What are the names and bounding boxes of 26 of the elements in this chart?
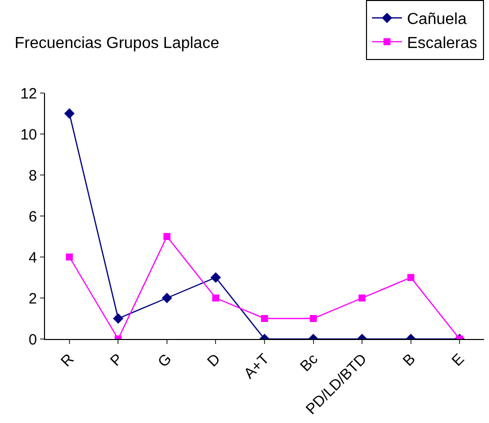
y-tick-label: 0: [28, 331, 37, 348]
legend-label: Cañuela: [407, 11, 467, 28]
y-tick-label: 6: [28, 208, 37, 226]
point: [162, 292, 172, 304]
legend-label: Escaleras: [407, 34, 478, 52]
y-tick-label: 10: [20, 126, 37, 144]
point: [66, 254, 73, 260]
y-tick-label: 8: [28, 167, 37, 184]
x-tick-label: E: [448, 350, 468, 370]
x-tick-label: D: [204, 350, 224, 370]
point: [210, 272, 221, 283]
point: [163, 233, 170, 240]
x-tick-label: R: [58, 350, 78, 370]
y-tick-label: 2: [28, 290, 37, 308]
point: [358, 294, 366, 302]
point: [212, 294, 220, 302]
x-tick-label: G: [154, 350, 176, 371]
point: [407, 274, 414, 281]
chart-title: Frecuencias Grupos Laplace: [14, 34, 220, 52]
x-tick-label: P: [107, 350, 126, 370]
point: [112, 313, 124, 324]
x-tick-label: B: [400, 350, 419, 370]
point: [310, 315, 317, 322]
y-tick-label: 12: [20, 85, 37, 102]
point: [261, 315, 268, 322]
y-tick-label: 4: [28, 249, 37, 266]
